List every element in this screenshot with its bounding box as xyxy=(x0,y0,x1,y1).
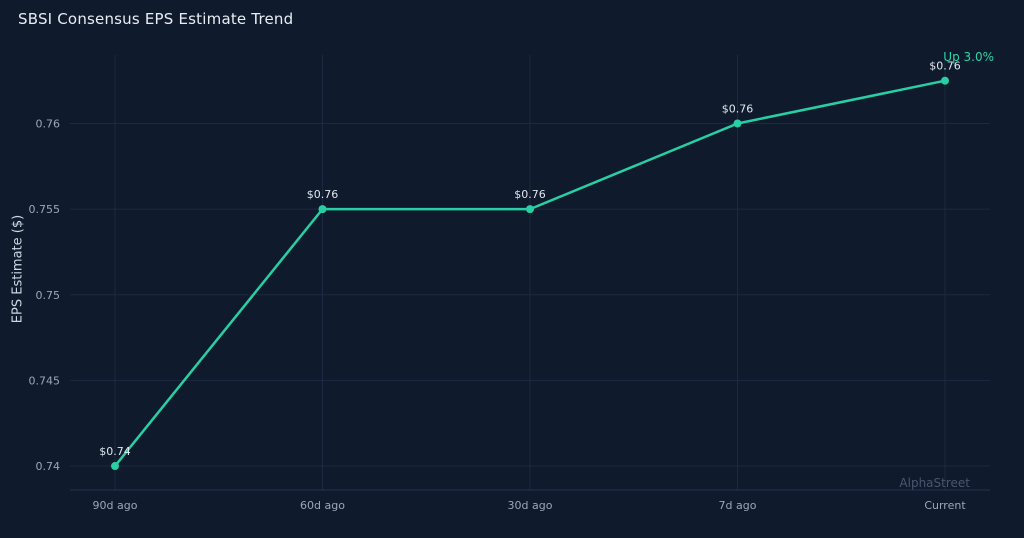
point-label: $0.76 xyxy=(514,188,546,201)
data-point[interactable] xyxy=(941,76,949,85)
data-point[interactable] xyxy=(526,205,534,214)
y-tick-label: 0.76 xyxy=(36,118,61,131)
x-tick-label: 30d ago xyxy=(508,499,553,512)
point-label: $0.76 xyxy=(307,188,339,201)
watermark: AlphaStreet xyxy=(899,476,970,490)
data-point[interactable] xyxy=(111,462,119,471)
data-point[interactable] xyxy=(733,119,742,128)
data-point[interactable] xyxy=(318,205,327,214)
x-tick-label: 90d ago xyxy=(93,499,138,512)
point-label: $0.76 xyxy=(929,60,961,73)
change-annotation: Up 3.0% xyxy=(943,50,994,64)
chart-title: SBSI Consensus EPS Estimate Trend xyxy=(18,10,294,28)
x-tick-label: 7d ago xyxy=(719,499,757,512)
y-tick-label: 0.75 xyxy=(36,289,61,302)
y-tick-label: 0.74 xyxy=(36,460,61,473)
point-label: $0.74 xyxy=(99,445,131,458)
x-tick-label: 60d ago xyxy=(300,499,345,512)
point-label: $0.76 xyxy=(722,103,754,116)
y-tick-label: 0.745 xyxy=(29,374,61,387)
y-tick-label: 0.755 xyxy=(29,203,61,216)
x-tick-label: Current xyxy=(924,499,966,512)
y-axis-title: EPS Estimate ($) xyxy=(10,214,26,324)
